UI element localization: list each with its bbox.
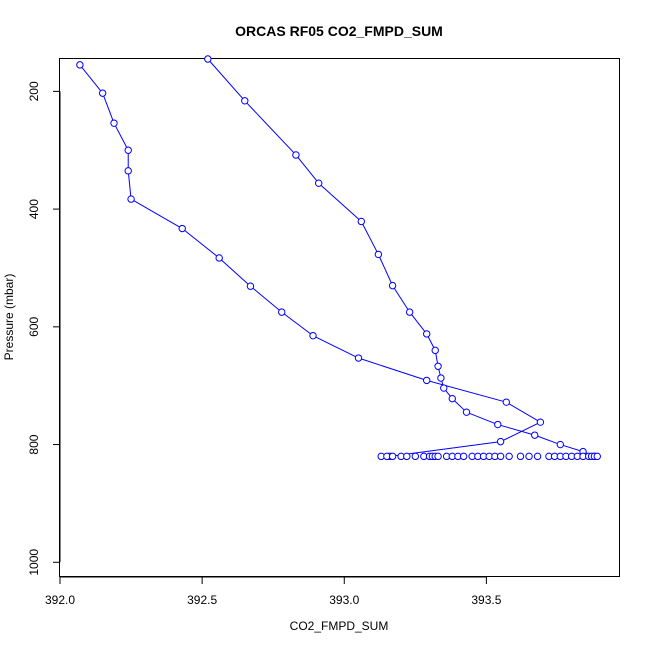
data-point (124, 146, 132, 154)
x-axis: 392.0 392.5 393.0 393.5 (45, 576, 502, 607)
data-point (357, 217, 366, 226)
data-point (309, 331, 317, 340)
data-point (314, 179, 323, 187)
series-line-segment (466, 411, 498, 426)
series-line-segment (295, 154, 320, 184)
x-tick-label: 392.0 (45, 593, 75, 607)
data-point (246, 282, 255, 290)
series-line-segment (318, 182, 362, 222)
series-line-segment (497, 424, 535, 436)
data-point (423, 330, 431, 338)
data-point (431, 346, 439, 355)
chart-title: ORCAS RF05 CO2_FMPD_SUM (235, 23, 443, 39)
data-point (110, 119, 118, 127)
y-tick-label: 800 (27, 434, 41, 454)
series-line-segment (250, 285, 283, 313)
plot-frame (59, 58, 620, 577)
data-point (411, 452, 420, 461)
data-point (593, 452, 601, 461)
x-tick-label: 392.5 (187, 593, 217, 607)
data-point (374, 250, 383, 259)
data-point (423, 376, 431, 385)
data-point (496, 437, 505, 446)
data-point (556, 440, 565, 449)
data-point (448, 394, 456, 403)
data-point (405, 308, 414, 316)
series-line-segment (127, 170, 132, 200)
series-line-segment (312, 335, 359, 359)
data-point (462, 408, 471, 416)
data-point (124, 167, 132, 175)
x-axis-label: CO2_FMPD_SUM (290, 619, 389, 633)
data-point (388, 452, 397, 461)
series-line-segment (377, 254, 394, 286)
y-tick-label: 600 (27, 316, 41, 336)
data-point (292, 151, 300, 159)
data-point (496, 452, 505, 461)
series-line-segment (426, 379, 507, 403)
data-point (354, 354, 363, 362)
data-point (403, 452, 411, 461)
data-point (278, 308, 286, 316)
data-point (459, 452, 468, 461)
data-point (533, 452, 542, 461)
series-line-segment (360, 221, 379, 255)
series-line-segment (506, 401, 541, 423)
data-point (516, 452, 525, 461)
series-line-segment (392, 285, 411, 313)
y-tick-label: 1000 (27, 549, 41, 576)
series-line-segment (358, 357, 427, 381)
data-point (76, 61, 84, 69)
data-point (502, 398, 510, 406)
data-point (388, 281, 397, 290)
series-line-segment (181, 228, 220, 259)
series-line-segment (79, 64, 104, 94)
data-point (434, 452, 442, 461)
data-point (531, 431, 539, 439)
data-point (178, 224, 186, 233)
data-point (241, 97, 249, 105)
data-point (437, 374, 445, 382)
series-line-segment (113, 122, 129, 151)
y-axis: 200 400 600 800 1000 (27, 81, 61, 576)
data-point (494, 420, 502, 429)
data-point (440, 384, 448, 392)
x-tick-label: 393.0 (329, 593, 359, 607)
series-line-segment (102, 92, 115, 124)
data-point (505, 452, 513, 461)
series-line-segment (500, 421, 541, 443)
series-line-segment (130, 198, 183, 229)
data-point (525, 452, 533, 461)
y-axis-label: Pressure (mbar) (2, 274, 16, 361)
series-layer (76, 55, 601, 461)
series-line-segment (409, 311, 428, 335)
series-line-segment (218, 257, 251, 287)
series-line-segment (560, 444, 584, 453)
x-tick-label: 393.5 (471, 593, 501, 607)
data-point (434, 362, 442, 370)
series-line-segment (534, 434, 561, 446)
data-point (215, 254, 223, 262)
series-line-segment (244, 100, 297, 156)
series-line-segment (207, 58, 246, 102)
y-tick-label: 400 (27, 199, 41, 219)
data-point (536, 418, 545, 426)
data-point (127, 195, 135, 203)
data-point (98, 89, 107, 97)
series-line-segment (281, 311, 314, 337)
y-tick-label: 200 (27, 81, 41, 101)
data-point (204, 55, 212, 63)
